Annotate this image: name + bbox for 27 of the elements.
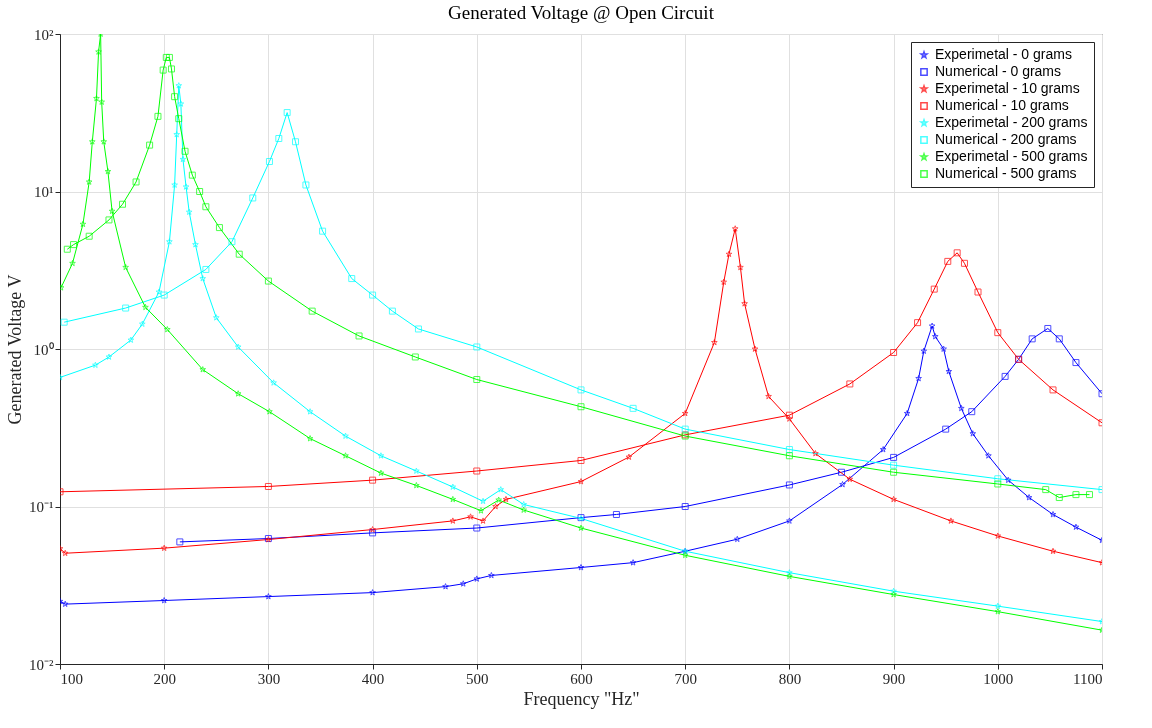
y-tick-label: 10⁰ bbox=[33, 341, 54, 358]
legend-label: Numerical - 0 grams bbox=[935, 63, 1062, 79]
chart-title: Generated Voltage @ Open Circuit bbox=[448, 2, 715, 23]
x-tick-label: 200 bbox=[153, 670, 176, 687]
legend-label: Numerical - 200 grams bbox=[935, 131, 1077, 147]
x-tick-label: 500 bbox=[466, 670, 489, 687]
y-axis-title: Generated Voltage V bbox=[5, 274, 25, 425]
legend-label: Experimetal - 0 grams bbox=[935, 46, 1072, 62]
x-tick-label: 300 bbox=[257, 670, 281, 687]
x-tick-label: 400 bbox=[361, 670, 385, 687]
legend-label: Experimetal - 200 grams bbox=[935, 114, 1088, 130]
x-tick-label: 800 bbox=[778, 670, 802, 687]
x-tick-label: 600 bbox=[570, 670, 593, 687]
y-tick-label: 10⁻² bbox=[29, 656, 54, 673]
legend-label: Numerical - 500 grams bbox=[935, 165, 1077, 181]
legend-label: Experimetal - 500 grams bbox=[935, 148, 1088, 164]
x-tick-label: 1100 bbox=[1073, 670, 1103, 687]
legend-label: Experimetal - 10 grams bbox=[935, 80, 1080, 96]
legend-label: Numerical - 10 grams bbox=[935, 97, 1069, 113]
x-tick-label: 700 bbox=[674, 670, 697, 687]
x-tick-label: 100 bbox=[60, 670, 83, 687]
x-axis-title: Frequency "Hz" bbox=[523, 688, 640, 709]
y-tick-label: 10¹ bbox=[34, 184, 54, 200]
y-tick-label: 10⁻¹ bbox=[29, 499, 54, 515]
y-tick-label: 10² bbox=[34, 26, 54, 43]
x-tick-label: 900 bbox=[882, 670, 906, 687]
x-tick-label: 1000 bbox=[983, 670, 1014, 687]
